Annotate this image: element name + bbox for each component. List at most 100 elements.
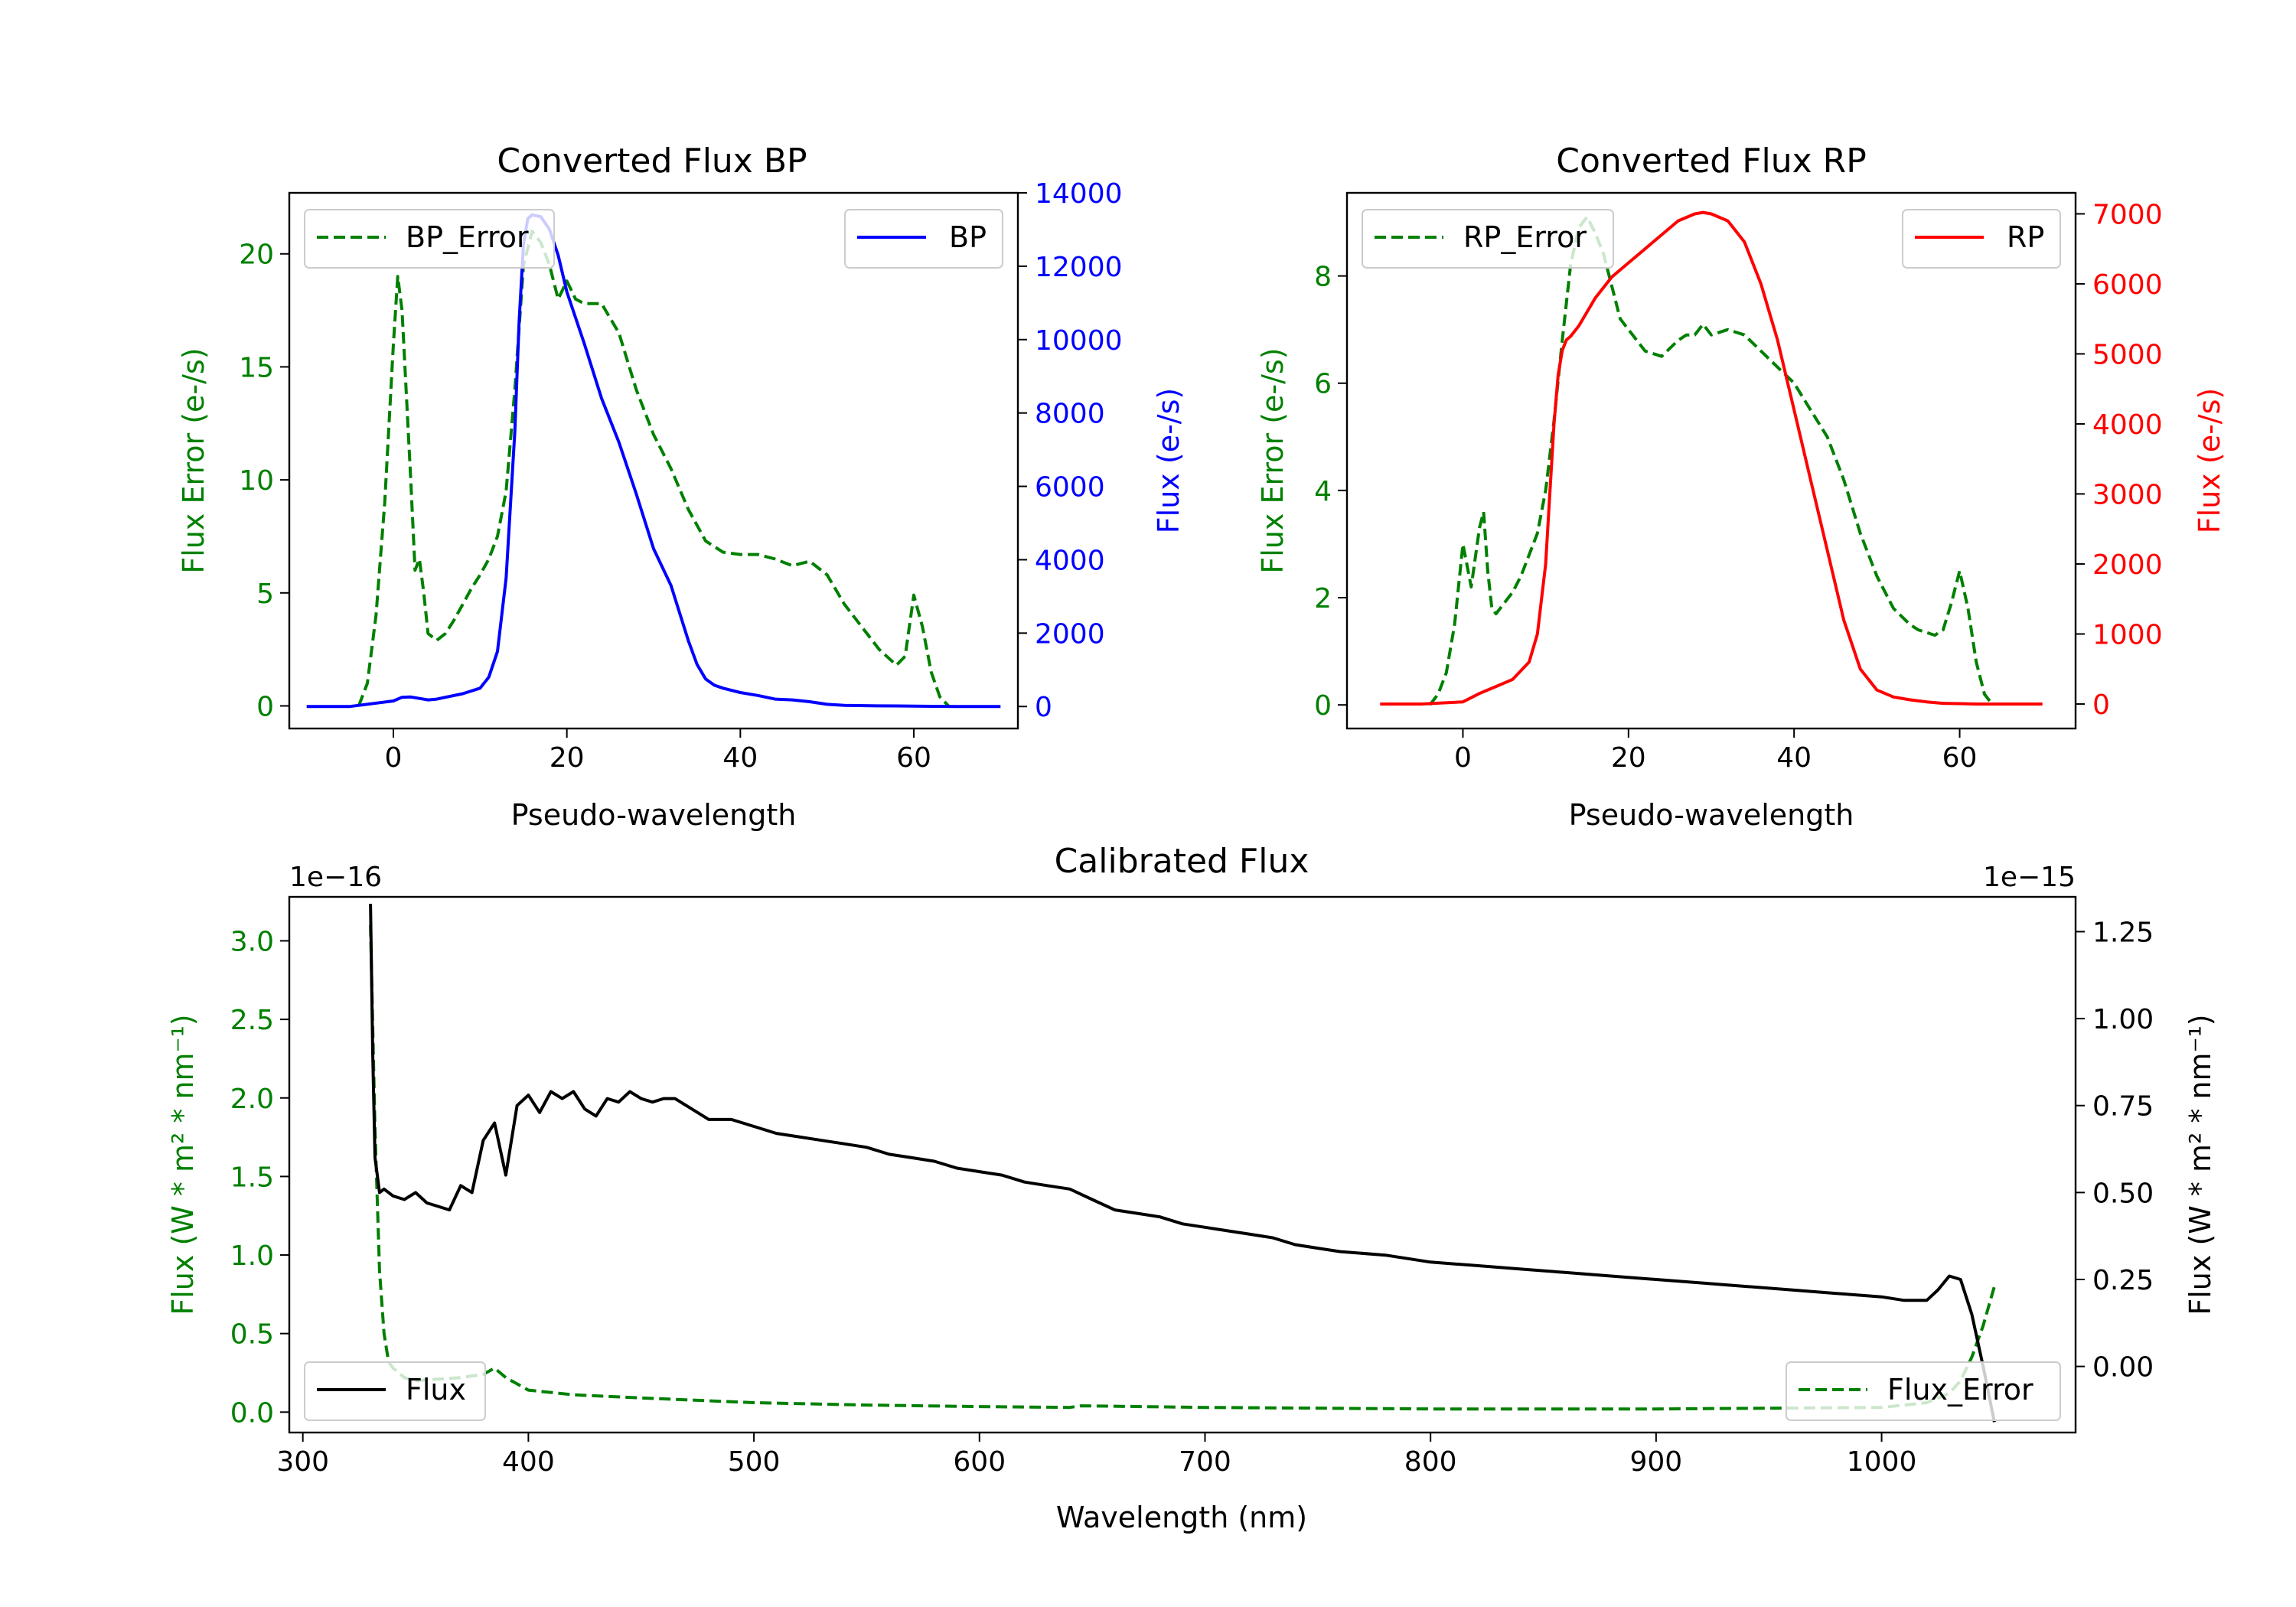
right-y-tick-label: 10000 bbox=[1035, 325, 1123, 357]
panel-calibrated-right-y-ticks: 0.00 0.25 0.50 0.75 1.00 1.25 bbox=[2076, 917, 2154, 1384]
right-y-tick-label: 8000 bbox=[1035, 399, 1105, 430]
left-y-tick-label: 0 bbox=[1314, 690, 1332, 722]
left-y-tick-label: 10 bbox=[239, 465, 274, 497]
x-tick-label: 800 bbox=[1404, 1446, 1457, 1478]
right-y-tick-label: 4000 bbox=[1035, 545, 1105, 576]
panel-calibrated-axes-frame bbox=[288, 895, 2077, 1434]
right-y-tick-label: 1000 bbox=[2092, 619, 2163, 650]
right-axis-offset-text: 1e−15 bbox=[1983, 862, 2076, 893]
x-tick-label: 0 bbox=[1454, 742, 1472, 774]
x-tick-label: 20 bbox=[550, 742, 585, 774]
right-y-tick-label: 12000 bbox=[1035, 252, 1123, 283]
panel-bp-axes-frame bbox=[288, 191, 1019, 730]
right-y-tick-label: 3000 bbox=[2092, 479, 2163, 510]
legend-label-bp-error: BP_Error bbox=[406, 220, 529, 254]
series-line-bp bbox=[306, 213, 1001, 709]
panel-rp-left-y-label: Flux Error (e-/s) bbox=[1256, 347, 1290, 573]
panel-rp-axes-frame bbox=[1345, 191, 2077, 730]
left-y-tick-label: 2 bbox=[1314, 583, 1332, 614]
panel-bp-left-y-ticks: 0 5 10 15 20 bbox=[239, 240, 289, 722]
right-y-tick-label: 2000 bbox=[2092, 549, 2163, 581]
legend-label-flux: Flux bbox=[406, 1373, 466, 1407]
left-y-tick-label: 5 bbox=[256, 579, 274, 610]
legend-label-flux-error: Flux_Error bbox=[1887, 1373, 2033, 1407]
panel-rp-title: Converted Flux RP bbox=[1556, 142, 1867, 181]
panel-rp-left-y-ticks: 0 2 4 6 8 bbox=[1314, 262, 1347, 722]
panel-rp-right-y-ticks: 0 1000 2000 3000 4000 5000 6000 7000 bbox=[2076, 199, 2163, 721]
x-tick-label: 500 bbox=[728, 1446, 781, 1478]
left-y-tick-label: 1.5 bbox=[230, 1162, 274, 1193]
panel-calibrated: Calibrated Flux 1e−16 1e−15 300 400 500 600… bbox=[166, 842, 2217, 1534]
left-y-tick-label: 3.0 bbox=[230, 926, 274, 957]
panel-rp-x-label: Pseudo-wavelength bbox=[1569, 798, 1854, 832]
right-y-tick-label: 4000 bbox=[2092, 409, 2163, 441]
right-y-tick-label: 0.25 bbox=[2092, 1265, 2154, 1296]
panel-rp-lines bbox=[1380, 210, 2043, 706]
x-tick-label: 600 bbox=[953, 1446, 1006, 1478]
legend-box bbox=[1786, 1361, 2061, 1421]
right-y-tick-label: 0.75 bbox=[2092, 1091, 2154, 1123]
left-y-tick-label: 0 bbox=[256, 691, 274, 722]
series-line-rp bbox=[1380, 210, 2043, 706]
legend-box bbox=[304, 1361, 486, 1421]
x-tick-label: 40 bbox=[722, 742, 758, 774]
x-tick-label: 20 bbox=[1611, 742, 1646, 774]
right-y-tick-label: 0 bbox=[1035, 692, 1052, 723]
legend-label-rp: RP bbox=[2007, 220, 2044, 254]
panel-calibrated-left-y-label: Flux (W * m² * nm⁻¹) bbox=[166, 1014, 200, 1315]
legend-box bbox=[1362, 209, 1614, 269]
legend-box bbox=[304, 209, 555, 269]
panel-rp: Converted Flux RP 0 20 40 60 0 2 4 6 8 0 1000 200… bbox=[1256, 142, 2226, 832]
left-y-tick-label: 1.0 bbox=[230, 1240, 274, 1272]
right-y-tick-label: 0.00 bbox=[2092, 1352, 2154, 1384]
left-y-tick-label: 6 bbox=[1314, 369, 1332, 400]
right-y-tick-label: 2000 bbox=[1035, 618, 1105, 650]
x-tick-label: 700 bbox=[1179, 1446, 1231, 1478]
left-y-tick-label: 2.0 bbox=[230, 1084, 274, 1115]
series-line-flux bbox=[369, 904, 1996, 1423]
left-y-tick-label: 8 bbox=[1314, 262, 1332, 293]
right-y-tick-label: 6000 bbox=[1035, 472, 1105, 504]
x-tick-label: 300 bbox=[276, 1446, 329, 1478]
right-y-tick-label: 0 bbox=[2092, 689, 2110, 721]
panel-bp: Converted Flux BP 0 20 40 60 0 5 10 15 20 0 2000… bbox=[177, 142, 1186, 832]
panel-calibrated-legend-right: Flux_Error bbox=[1786, 1361, 2061, 1421]
panel-bp-x-label: Pseudo-wavelength bbox=[511, 798, 797, 832]
left-y-tick-label: 15 bbox=[239, 352, 274, 383]
left-y-tick-label: 20 bbox=[239, 240, 274, 271]
right-y-tick-label: 1.00 bbox=[2092, 1004, 2154, 1035]
left-y-tick-label: 0.5 bbox=[230, 1319, 274, 1351]
series-line-rp-error bbox=[1428, 215, 1994, 706]
panel-bp-legend-left: BP_Error bbox=[304, 209, 555, 269]
left-axis-offset-text: 1e−16 bbox=[289, 862, 382, 893]
panel-bp-left-y-label: Flux Error (e-/s) bbox=[177, 347, 210, 573]
series-line-bp-error bbox=[357, 230, 950, 707]
right-y-tick-label: 7000 bbox=[2092, 199, 2163, 230]
panel-bp-right-y-label: Flux (e-/s) bbox=[1152, 388, 1186, 533]
panel-rp-x-ticks: 0 20 40 60 bbox=[1454, 729, 1977, 774]
right-y-tick-label: 6000 bbox=[2092, 269, 2163, 301]
panel-bp-x-ticks: 0 20 40 60 bbox=[385, 729, 931, 774]
left-y-tick-label: 0.0 bbox=[230, 1397, 274, 1429]
x-tick-label: 60 bbox=[1942, 742, 1978, 774]
x-tick-label: 1000 bbox=[1847, 1446, 1917, 1478]
x-tick-label: 40 bbox=[1776, 742, 1812, 774]
x-tick-label: 900 bbox=[1630, 1446, 1683, 1478]
panel-calibrated-legend-left: Flux bbox=[304, 1361, 486, 1421]
panel-bp-right-y-ticks: 0 2000 4000 6000 8000 10000 12000 14000 bbox=[1018, 178, 1123, 723]
panel-calibrated-left-y-ticks: 0.0 0.5 1.0 1.5 2.0 2.5 3.0 bbox=[230, 926, 289, 1429]
panel-rp-legend-left: RP_Error bbox=[1362, 209, 1614, 269]
panel-rp-right-y-label: Flux (e-/s) bbox=[2193, 388, 2226, 533]
right-y-tick-label: 5000 bbox=[2092, 339, 2163, 370]
x-tick-label: 400 bbox=[502, 1446, 555, 1478]
left-y-tick-label: 2.5 bbox=[230, 1005, 274, 1036]
right-y-tick-label: 14000 bbox=[1035, 178, 1123, 210]
panel-bp-title: Converted Flux BP bbox=[497, 142, 807, 181]
x-tick-label: 0 bbox=[385, 742, 403, 774]
right-y-tick-label: 1.25 bbox=[2092, 917, 2154, 948]
legend-label-bp: BP bbox=[949, 220, 987, 254]
right-y-tick-label: 0.50 bbox=[2092, 1178, 2154, 1209]
panel-calibrated-right-y-label: Flux (W * m² * nm⁻¹) bbox=[2183, 1014, 2217, 1315]
legend-label-rp-error: RP_Error bbox=[1463, 220, 1587, 254]
